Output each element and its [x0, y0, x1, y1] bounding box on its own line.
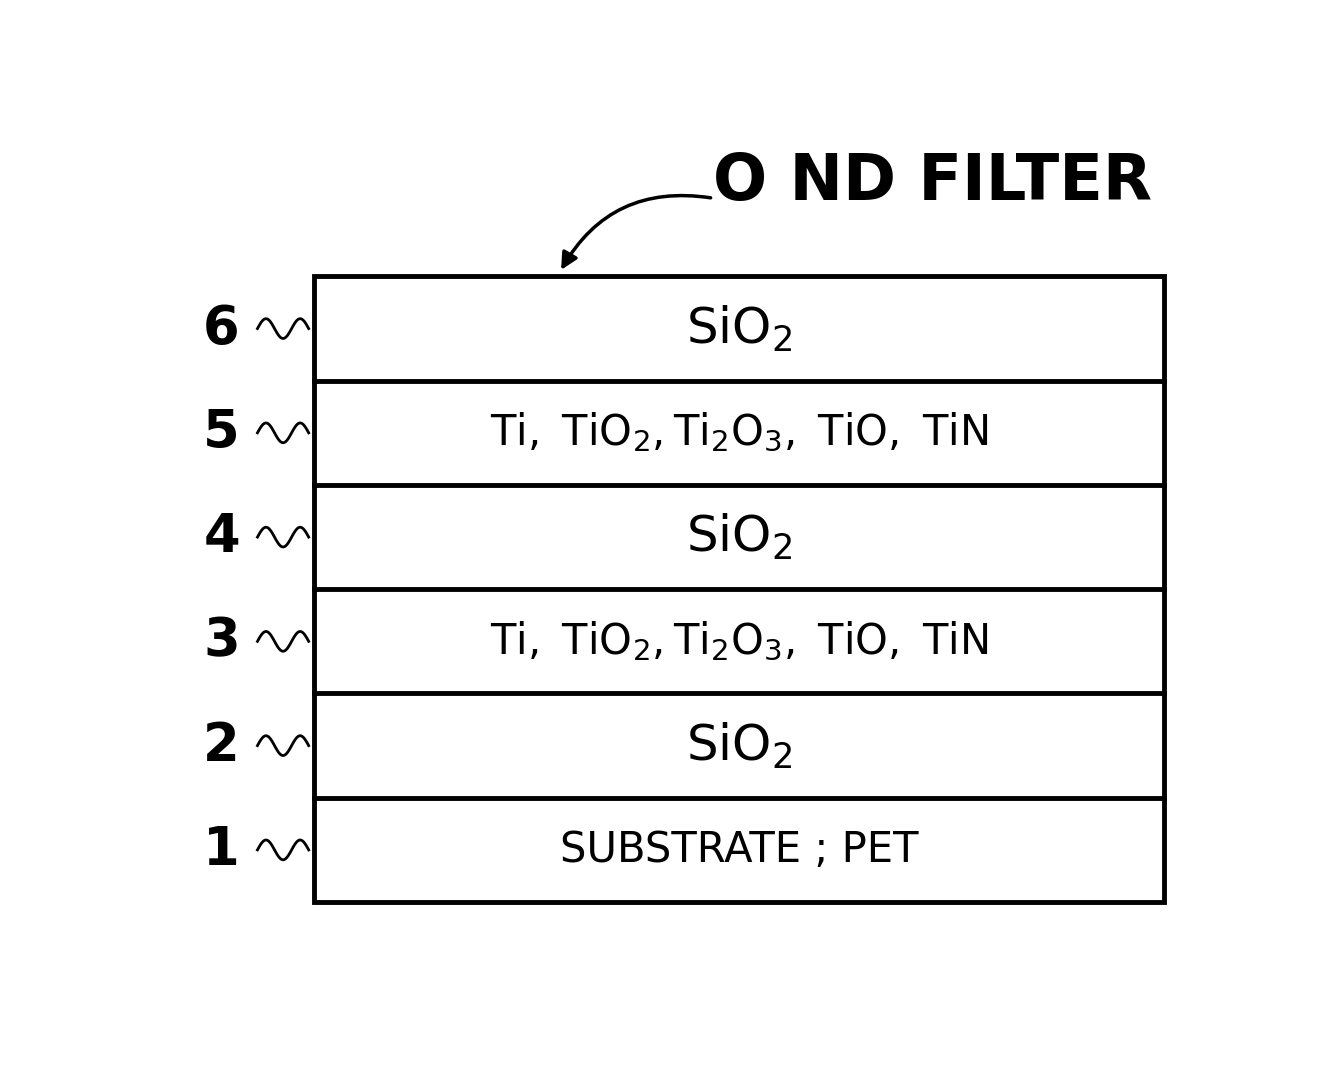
Text: $\mathsf{SiO_2}$: $\mathsf{SiO_2}$ [686, 512, 792, 562]
Text: O ND FILTER: O ND FILTER [714, 151, 1153, 213]
Text: 3: 3 [204, 616, 241, 667]
Text: 6: 6 [204, 303, 241, 355]
Text: 4: 4 [204, 511, 239, 563]
Text: $\mathsf{Ti,\ TiO_2,Ti_2O_3,\ TiO,\ TiN}$: $\mathsf{Ti,\ TiO_2,Ti_2O_3,\ TiO,\ TiN}… [489, 412, 989, 454]
Text: $\mathsf{Ti,\ TiO_2,Ti_2O_3,\ TiO,\ TiN}$: $\mathsf{Ti,\ TiO_2,Ti_2O_3,\ TiO,\ TiN}… [489, 620, 989, 663]
Text: $\mathsf{SiO_2}$: $\mathsf{SiO_2}$ [686, 721, 792, 771]
Text: SUBSTRATE ; PET: SUBSTRATE ; PET [559, 828, 919, 871]
Text: 2: 2 [204, 719, 241, 772]
Bar [313, 277, 1165, 902]
Text: $\mathsf{SiO_2}$: $\mathsf{SiO_2}$ [686, 304, 792, 354]
Text: 5: 5 [204, 407, 239, 459]
Text: 1: 1 [204, 824, 241, 876]
